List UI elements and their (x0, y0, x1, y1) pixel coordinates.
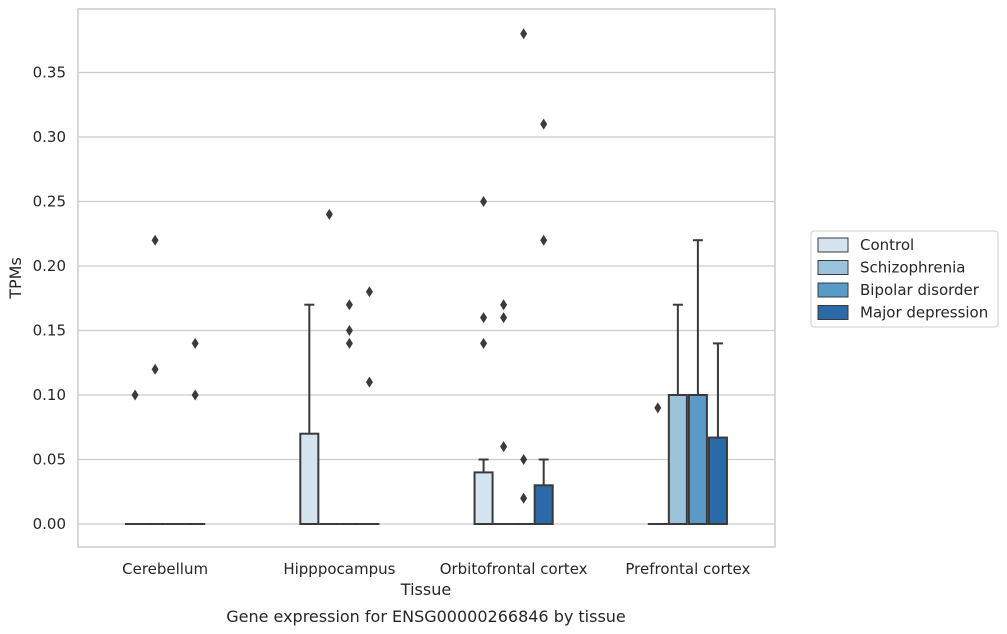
legend-label: Control (860, 236, 914, 254)
outlier-point (480, 312, 488, 324)
box-control (125, 389, 146, 525)
outlier-point (654, 402, 662, 414)
y-tick-label: 0.15 (33, 322, 66, 340)
box-body (687, 394, 708, 525)
outlier-point (151, 363, 159, 375)
outlier-point (480, 337, 488, 349)
outlier-point (365, 376, 373, 388)
box-schizophrenia (667, 303, 688, 525)
outlier-point (520, 492, 528, 504)
box-schizophrenia (319, 208, 340, 525)
y-tick-label: 0.20 (33, 257, 66, 275)
box-major-depression (707, 342, 728, 526)
outlier-point (191, 337, 199, 349)
x-tick-label: Hipppocampus (283, 560, 395, 578)
legend: Control Schizophrenia Bipolar disorder Majo… (810, 230, 999, 328)
plot-area (125, 28, 728, 526)
outlier-point (540, 118, 548, 130)
outlier-point (480, 196, 488, 207)
legend-label: Schizophrenia (860, 259, 965, 277)
legend-items: Control Schizophrenia Bipolar disorder Majo… (817, 236, 988, 322)
y-axis-title: TPMs (6, 257, 25, 300)
legend-swatch (817, 305, 849, 320)
outlier-point (131, 389, 139, 401)
box-body (473, 471, 494, 525)
outlier-point (500, 312, 508, 324)
x-axis-title: Tissue (400, 580, 451, 599)
y-tick-label: 0.35 (33, 64, 66, 82)
legend-item: Schizophrenia (817, 259, 965, 277)
outlier-point (500, 299, 508, 311)
y-tick-label: 0.10 (33, 386, 66, 404)
legend-frame (810, 230, 999, 328)
box-major-depression (533, 118, 554, 525)
box-body (533, 484, 554, 525)
box-control (647, 402, 668, 525)
y-axis-ticks: 0.00 0.05 0.10 0.15 0.20 0.25 0.30 0.35 (33, 64, 66, 534)
box-body (667, 394, 688, 525)
plot-frame (77, 8, 776, 548)
box-control (473, 196, 494, 525)
x-tick-label: Orbitofrontal cortex (440, 560, 588, 578)
box-bipolar-disorder (339, 299, 360, 525)
outlier-point (365, 286, 373, 298)
box-bipolar-disorder (687, 239, 708, 525)
box-control (299, 303, 320, 526)
legend-swatch (817, 260, 849, 275)
outlier-point (191, 389, 199, 401)
box-schizophrenia (145, 234, 166, 525)
legend-label: Bipolar disorder (860, 281, 980, 299)
legend-item: Bipolar disorder (817, 281, 980, 299)
x-tick-label: Prefrontal cortex (625, 560, 750, 578)
box-major-depression (185, 337, 206, 525)
outlier-point (520, 28, 528, 40)
box-schizophrenia (493, 299, 514, 525)
y-tick-label: 0.05 (33, 451, 66, 469)
legend-swatch (817, 237, 849, 253)
outlier-point (520, 454, 528, 465)
x-tick-label: Cerebellum (122, 560, 208, 578)
y-tick-label: 0.25 (33, 193, 66, 211)
y-tick-label: 0.30 (33, 128, 66, 146)
box-major-depression (359, 286, 380, 525)
outlier-point (151, 234, 159, 246)
box-bipolar-disorder (513, 28, 534, 525)
outlier-point (325, 208, 333, 220)
outlier-point (345, 337, 353, 349)
outlier-point (540, 234, 548, 246)
box-body (299, 432, 320, 526)
legend-item: Major depression (817, 304, 988, 322)
outlier-point (500, 441, 508, 453)
legend-swatch (817, 282, 849, 298)
outlier-point (345, 299, 353, 311)
x-axis-ticks: Cerebellum Hipppocampus Orbitofrontal cort… (122, 560, 750, 578)
outlier-point (345, 325, 353, 336)
y-tick-label: 0.00 (33, 515, 66, 533)
chart-caption: Gene expression for ENSG00000266846 by t… (226, 607, 626, 626)
box-body (707, 436, 728, 526)
legend-label: Major depression (860, 304, 988, 322)
legend-item: Control (817, 236, 914, 254)
